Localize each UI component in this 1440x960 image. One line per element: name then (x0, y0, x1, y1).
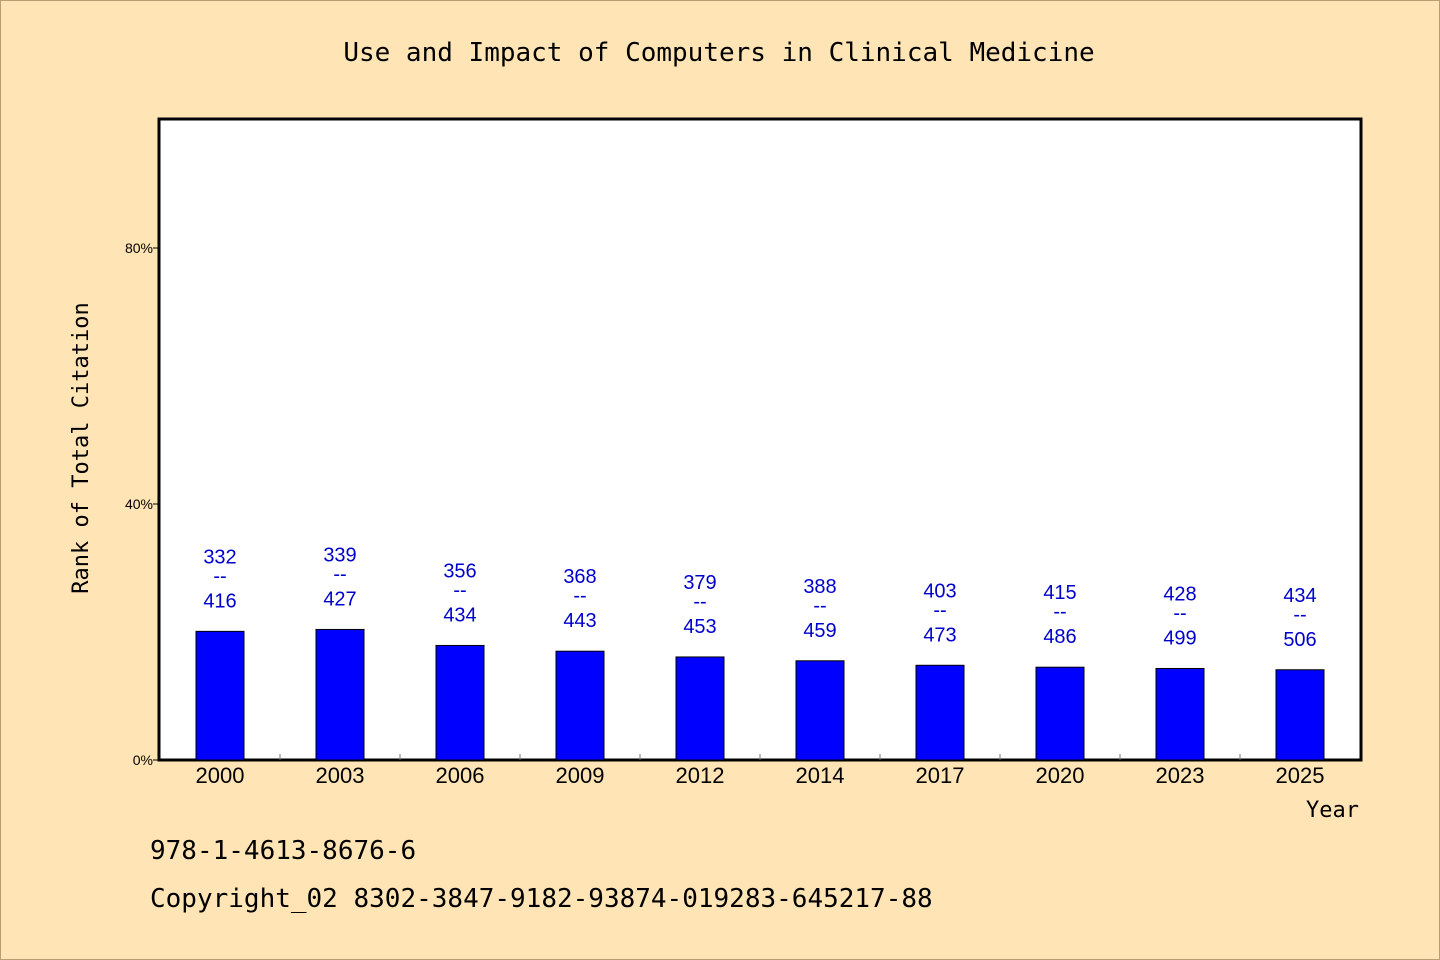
data-label-bottom: 443 (563, 610, 596, 632)
data-label-separator: -- (573, 585, 586, 607)
data-label-separator: -- (693, 591, 706, 613)
data-label-top: 356 (443, 560, 476, 582)
data-label-separator: -- (1173, 602, 1186, 624)
data-label-separator: -- (1293, 604, 1306, 626)
bar (435, 644, 485, 761)
data-label-top: 388 (803, 576, 836, 598)
data-label-bottom: 434 (443, 604, 476, 626)
x-tick-label: 2020 (1036, 763, 1085, 788)
data-label-bottom: 459 (803, 620, 836, 642)
copyright-text: Copyright_02 8302-3847-9182-93874-019283… (150, 884, 933, 914)
bar (195, 630, 245, 761)
bar (1275, 669, 1325, 761)
x-tick-label: 2009 (556, 763, 605, 788)
bar (1035, 666, 1085, 761)
bar (315, 628, 365, 761)
data-label-separator: -- (933, 599, 946, 621)
data-label-top: 379 (683, 572, 716, 594)
x-tick-label: 2017 (916, 763, 965, 788)
data-label-bottom: 427 (323, 588, 356, 610)
bar (795, 660, 845, 761)
y-axis: 0% 40% 80% (125, 240, 160, 768)
x-axis: 2000 2003 2006 2009 2012 2014 2017 2020 2023 2025 (196, 754, 1325, 788)
y-tick-label: 0% (133, 752, 153, 768)
data-label-top: 428 (1163, 583, 1196, 605)
data-label-bottom: 416 (203, 590, 236, 612)
data-label-separator: -- (1053, 601, 1066, 623)
data-label-bottom: 506 (1283, 629, 1316, 651)
data-label-top: 434 (1283, 585, 1316, 607)
y-tick-label: 80% (125, 240, 153, 256)
data-label-separator: -- (213, 565, 226, 587)
x-tick-label: 2023 (1156, 763, 1205, 788)
y-tick-label: 40% (125, 496, 153, 512)
x-axis-label: Year (1306, 798, 1359, 823)
x-tick-label: 2003 (316, 763, 365, 788)
data-label-top: 339 (323, 544, 356, 566)
chart-title: Use and Impact of Computers in Clinical … (343, 38, 1094, 68)
bar (555, 650, 605, 761)
data-label-top: 415 (1043, 582, 1076, 604)
bar (675, 656, 725, 761)
bar-series (195, 628, 1325, 761)
data-label-bottom: 453 (683, 616, 716, 638)
x-tick-label: 2006 (436, 763, 485, 788)
data-label-separator: -- (453, 579, 466, 601)
bar (915, 664, 965, 761)
data-label-bottom: 499 (1163, 627, 1196, 649)
data-labels: 332--416339--427356--434368--443379--453… (203, 544, 1316, 650)
bar (1155, 667, 1205, 761)
data-label-bottom: 473 (923, 624, 956, 646)
y-axis-label: Rank of Total Citation (69, 302, 94, 593)
x-tick-label: 2000 (196, 763, 245, 788)
data-label-top: 403 (923, 580, 956, 602)
data-label-top: 368 (563, 566, 596, 588)
data-label-top: 332 (203, 546, 236, 568)
data-label-separator: -- (813, 595, 826, 617)
x-tick-label: 2012 (676, 763, 725, 788)
data-label-separator: -- (333, 563, 346, 585)
x-tick-label: 2014 (796, 763, 845, 788)
data-label-bottom: 486 (1043, 626, 1076, 648)
x-tick-label: 2025 (1276, 763, 1325, 788)
isbn-text: 978-1-4613-8676-6 (150, 836, 417, 866)
